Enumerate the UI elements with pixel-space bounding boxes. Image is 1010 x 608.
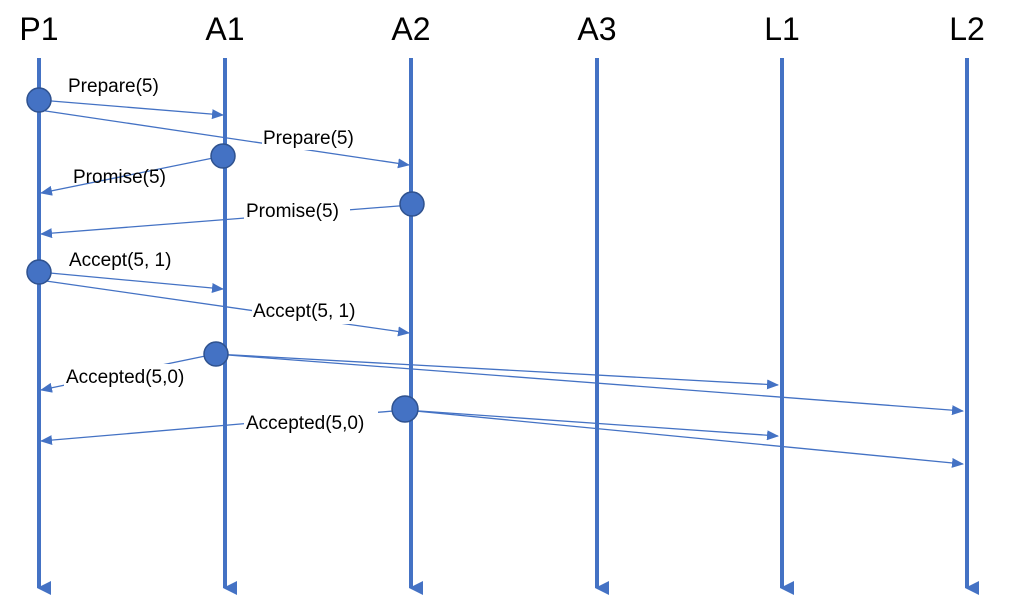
- message-label-bg-prepare-p1-a2: [262, 124, 386, 150]
- message-arrow-prepare-p1-a2: [38, 109, 410, 169]
- lane-label-a3: A3: [577, 11, 616, 47]
- message-arrow-accept-p1-a1: [38, 271, 224, 293]
- message-arrow-accepted-a1-l2: [214, 353, 964, 416]
- event-node-a1-promise: [210, 143, 236, 169]
- lane-label-l2: L2: [949, 11, 985, 47]
- event-node-p1-accept: [26, 259, 52, 285]
- message-arrow-promise-a1-p1: [40, 155, 224, 196]
- message-arrow-prepare-p1-a1: [38, 99, 224, 120]
- message-arrow-accepted-a2-l1: [404, 409, 779, 441]
- message-label-promise-a1-p1: Promise(5): [73, 167, 166, 188]
- message-arrow-accept-p1-a2: [38, 279, 410, 337]
- lane-label-p1: P1: [19, 11, 58, 47]
- lane-label-l1: L1: [764, 11, 800, 47]
- message-label-accept-p1-a2: Accept(5, 1): [253, 301, 355, 322]
- message-label-bg-accepted-a1-p1: [64, 364, 198, 390]
- event-node-p1-prepare: [26, 87, 52, 113]
- message-arrow-accepted-a2-l2: [404, 409, 964, 468]
- message-label-prepare-p1-a2: Prepare(5): [263, 128, 354, 149]
- message-label-promise-a2-p1: Promise(5): [246, 201, 339, 222]
- event-node-a2-accepted: [391, 395, 419, 423]
- event-node-a2-promise: [399, 191, 425, 217]
- message-arrow-accepted-a1-l1: [214, 353, 779, 390]
- lane-label-a1: A1: [205, 11, 244, 47]
- lane-label-a2: A2: [391, 11, 430, 47]
- message-label-accepted-a2-p1: Accepted(5,0): [246, 413, 364, 434]
- message-label-bg-accept-p1-a2: [252, 297, 380, 324]
- message-label-prepare-p1-a1: Prepare(5): [68, 76, 159, 97]
- message-label-accepted-a1-p1: Accepted(5,0): [66, 367, 184, 388]
- message-label-bg-promise-a2-p1: [244, 198, 350, 224]
- event-node-a1-accepted: [203, 341, 229, 367]
- message-label-accept-p1-a1: Accept(5, 1): [69, 250, 171, 271]
- message-label-bg-accepted-a2-p1: [244, 410, 378, 436]
